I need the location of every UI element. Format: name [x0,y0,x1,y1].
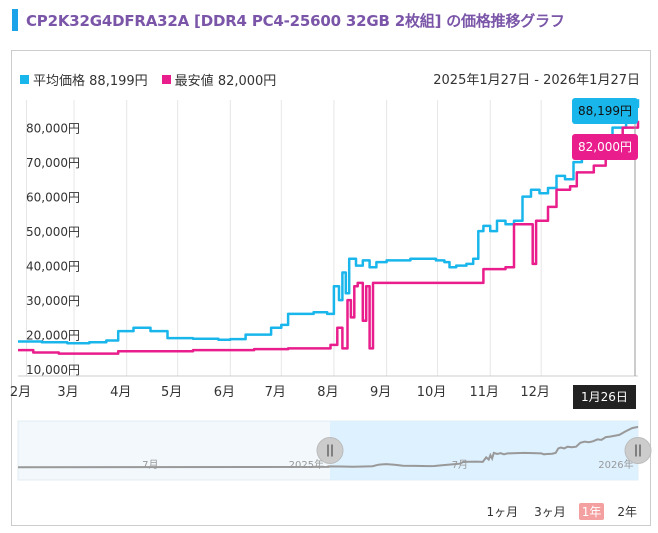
y-tick-label: 10,000円 [26,363,80,377]
y-tick-label: 70,000円 [26,156,80,170]
range-button-1m[interactable]: 1ヶ月 [486,505,519,519]
legend-swatch-avg [20,74,29,84]
legend-value-avg: 88,199円 [89,73,148,89]
x-tick-label: 2月 [10,385,31,400]
x-tick-label: 8月 [317,385,338,400]
x-tick-label: 3月 [57,385,78,400]
series-line-min[interactable] [18,120,640,355]
x-tick-label: 11月 [469,385,499,400]
navigator-selection[interactable] [330,421,638,480]
x-tick-label: 9月 [370,385,391,400]
navigator-line [17,425,639,469]
legend-value-min: 82,000円 [217,73,277,89]
y-tick-label: 50,000円 [26,225,80,239]
y-tick-label: 20,000円 [26,329,80,343]
navigator-label: 2025年 [289,458,324,471]
title-accent-bar [12,9,18,31]
series-line-avg[interactable] [18,99,640,345]
x-tick-label: 6月 [214,385,235,400]
navigator-handle-left[interactable] [316,437,344,464]
y-tick-label: 80,000円 [26,122,80,136]
navigator-handle-right[interactable] [624,437,652,464]
tooltip-avg-price: 88,199円 [572,98,638,124]
navigator-label: 7月 [452,459,468,471]
range-button-3m[interactable]: 3ヶ月 [534,505,566,519]
x-tick-label: 4月 [110,385,131,400]
y-tick-label: 40,000円 [26,260,80,274]
y-tick-label: 60,000円 [26,191,80,205]
x-tick-label: 12月 [520,385,550,400]
page-title: CP2K32G4DFRA32A [DDR4 PC4-25600 32GB 2枚組… [26,11,565,30]
range-button-1y[interactable]: 1年 [578,503,605,520]
legend: 平均価格 88,199円 最安値 82,000円 [20,70,290,89]
x-tick-label: 7月 [265,385,286,400]
navigator-label: 2026年 [598,458,633,471]
range-selector: 1ヶ月 3ヶ月 1年 2年 [473,503,640,520]
x-tick-label: 10月 [417,385,447,400]
navigator-label: 7月 [142,459,158,471]
legend-label-min: 最安値 [174,73,214,89]
tooltip-min-price: 82,000円 [572,134,638,160]
date-flag: 1月26日 [573,385,636,409]
legend-label-avg: 平均価格 [33,73,86,89]
range-button-2y[interactable]: 2年 [617,505,637,519]
title-row: CP2K32G4DFRA32A [DDR4 PC4-25600 32GB 2枚組… [12,6,652,34]
legend-item-avg[interactable]: 平均価格 88,199円 [20,70,148,89]
y-tick-label: 30,000円 [26,294,80,308]
date-range: 2025年1月27日 - 2026年1月27日 [433,73,640,88]
x-tick-label: 5月 [161,385,182,400]
legend-item-min[interactable]: 最安値 82,000円 [161,70,277,89]
legend-swatch-min [161,74,171,84]
